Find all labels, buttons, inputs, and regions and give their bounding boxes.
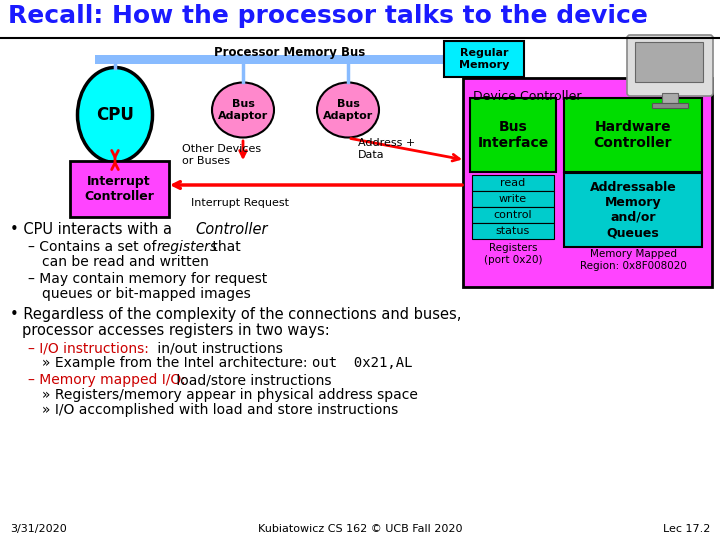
Text: » I/O accomplished with load and store instructions: » I/O accomplished with load and store i… — [42, 403, 398, 417]
Text: queues or bit-mapped images: queues or bit-mapped images — [42, 287, 251, 301]
Text: Lec 17.2: Lec 17.2 — [662, 524, 710, 534]
Text: Recall: How the processor talks to the device: Recall: How the processor talks to the d… — [8, 4, 648, 28]
Text: CPU: CPU — [96, 106, 134, 124]
Text: » Example from the Intel architecture:: » Example from the Intel architecture: — [42, 356, 312, 370]
Text: Controller: Controller — [195, 222, 268, 237]
Text: read: read — [500, 178, 526, 188]
Text: Interrupt Request: Interrupt Request — [191, 198, 289, 208]
FancyBboxPatch shape — [564, 173, 702, 247]
FancyBboxPatch shape — [444, 41, 524, 77]
Text: – May contain memory for request: – May contain memory for request — [28, 272, 267, 286]
Text: Bus
Adaptor: Bus Adaptor — [323, 99, 373, 121]
Text: control: control — [494, 210, 532, 220]
Text: – Memory mapped I/O:: – Memory mapped I/O: — [28, 373, 186, 387]
FancyBboxPatch shape — [662, 93, 678, 103]
Text: write: write — [499, 194, 527, 204]
Text: can be read and written: can be read and written — [42, 255, 209, 269]
FancyBboxPatch shape — [472, 175, 554, 191]
Text: in/out instructions: in/out instructions — [153, 341, 283, 355]
Ellipse shape — [317, 83, 379, 138]
FancyBboxPatch shape — [95, 55, 480, 64]
Text: 3/31/2020: 3/31/2020 — [10, 524, 67, 534]
Text: processor accesses registers in two ways:: processor accesses registers in two ways… — [22, 323, 330, 338]
Text: load/store instructions: load/store instructions — [172, 373, 331, 387]
Text: • Regardless of the complexity of the connections and buses,: • Regardless of the complexity of the co… — [10, 307, 462, 322]
Text: Bus
Adaptor: Bus Adaptor — [218, 99, 268, 121]
Text: Address +
Data: Address + Data — [358, 138, 415, 160]
Text: registers: registers — [157, 240, 218, 254]
Text: that: that — [208, 240, 240, 254]
Text: Hardware
Controller: Hardware Controller — [594, 120, 672, 150]
Ellipse shape — [212, 83, 274, 138]
Text: Device Controller: Device Controller — [473, 90, 582, 103]
Text: – Contains a set of: – Contains a set of — [28, 240, 161, 254]
Ellipse shape — [78, 68, 153, 163]
FancyBboxPatch shape — [635, 42, 703, 82]
FancyBboxPatch shape — [472, 223, 554, 239]
Text: status: status — [496, 226, 530, 236]
FancyBboxPatch shape — [564, 98, 702, 172]
Text: Processor Memory Bus: Processor Memory Bus — [215, 46, 366, 59]
Text: Bus
Interface: Bus Interface — [477, 120, 549, 150]
Text: – I/O instructions:: – I/O instructions: — [28, 341, 149, 355]
Text: Addressable
Memory
and/or
Queues: Addressable Memory and/or Queues — [590, 181, 676, 239]
Text: • CPU interacts with a: • CPU interacts with a — [10, 222, 176, 237]
Text: Interrupt
Controller: Interrupt Controller — [84, 175, 154, 203]
FancyBboxPatch shape — [627, 35, 713, 96]
FancyBboxPatch shape — [472, 207, 554, 223]
FancyBboxPatch shape — [463, 78, 712, 287]
Text: Kubiatowicz CS 162 © UCB Fall 2020: Kubiatowicz CS 162 © UCB Fall 2020 — [258, 524, 462, 534]
Text: » Registers/memory appear in physical address space: » Registers/memory appear in physical ad… — [42, 388, 418, 402]
FancyBboxPatch shape — [652, 103, 688, 108]
Text: Memory Mapped
Region: 0x8F008020: Memory Mapped Region: 0x8F008020 — [580, 249, 686, 271]
Text: Registers
(port 0x20): Registers (port 0x20) — [484, 243, 542, 265]
FancyBboxPatch shape — [472, 191, 554, 207]
FancyBboxPatch shape — [470, 98, 556, 172]
FancyBboxPatch shape — [70, 161, 169, 217]
Text: Other Devices
or Buses: Other Devices or Buses — [182, 144, 261, 166]
Text: out  0x21,AL: out 0x21,AL — [312, 356, 413, 370]
Text: Regular
Memory: Regular Memory — [459, 48, 509, 70]
